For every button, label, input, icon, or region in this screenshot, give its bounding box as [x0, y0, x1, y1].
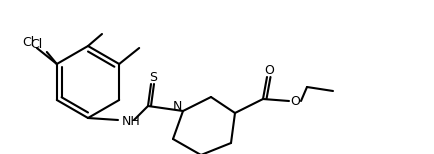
Text: Cl: Cl [23, 36, 35, 49]
Text: O: O [290, 95, 300, 107]
Text: N: N [172, 99, 182, 113]
Text: S: S [149, 71, 157, 83]
Text: NH: NH [122, 115, 141, 128]
Text: Cl: Cl [31, 38, 43, 51]
Text: O: O [264, 63, 274, 77]
